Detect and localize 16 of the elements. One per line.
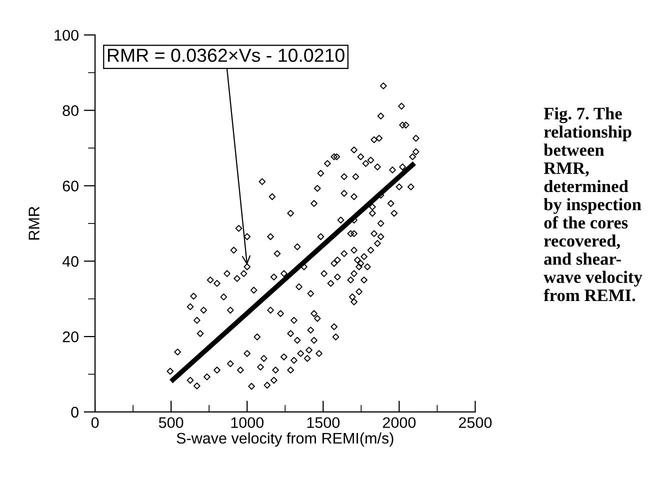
annotation: RMR = 0.0362×Vs - 10.0210 xyxy=(108,48,344,62)
x-tick-label: 1500 xyxy=(307,417,340,428)
y-axis-title: RMR xyxy=(28,206,40,240)
x-axis-title: S-wave velocity from REMI(m/s) xyxy=(176,432,394,447)
y-tick-label: 80 xyxy=(62,105,78,116)
x-tick-label: 1000 xyxy=(231,417,264,428)
y-tick-label: 100 xyxy=(54,30,78,41)
y-tick-label: 20 xyxy=(62,331,78,342)
x-tick-label: 500 xyxy=(158,417,184,428)
x-tick-label: 2500 xyxy=(459,417,492,428)
x-tick-label: 0 xyxy=(91,417,99,428)
y-tick-label: 60 xyxy=(62,180,78,192)
y-tick-label: 40 xyxy=(62,256,78,267)
text: Fig. 7. The relationship between RMR, determined by inspection of the cores recovered, and shear- wave velocity from REMI. xyxy=(544,107,642,302)
y-tick-label: 0 xyxy=(71,406,78,418)
x-tick-label: 2000 xyxy=(382,417,416,428)
